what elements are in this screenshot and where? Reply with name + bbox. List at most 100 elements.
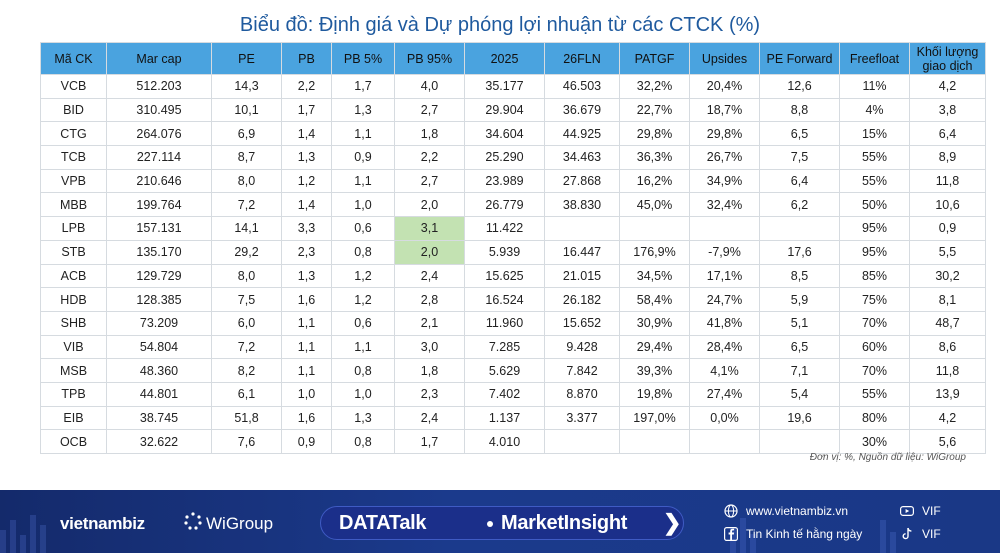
table-cell: 0,8 (331, 239, 395, 265)
table-cell: 1,3 (281, 263, 332, 289)
ticker-cell: CTG (40, 121, 107, 147)
table-cell: 14,1 (211, 216, 282, 241)
table-cell: 1,2 (331, 263, 395, 289)
table-cell: 135.170 (106, 239, 212, 265)
table-cell: 17,6 (759, 239, 840, 265)
table-cell: 128.385 (106, 287, 212, 312)
table-cell: 8,0 (211, 168, 282, 194)
table-cell: 2,3 (394, 381, 465, 407)
table-cell: 3,0 (394, 334, 465, 360)
table-cell: 6,9 (211, 121, 282, 147)
table-cell: 1,6 (281, 287, 332, 312)
table-cell: 18,7% (689, 97, 760, 123)
globe-icon (724, 504, 738, 518)
table-cell: 45,0% (619, 192, 690, 218)
ticker-cell: EIB (40, 405, 107, 431)
column-header: PB (281, 42, 332, 75)
table-cell: 8,2 (211, 358, 282, 383)
table-cell (619, 216, 690, 241)
table-cell: 11.960 (464, 310, 545, 336)
table-cell: 4,0 (394, 74, 465, 99)
table-row: MSB 48.360 8,2 1,1 0,8 1,8 5.629 7.842 39,3% 4,1%… (40, 358, 986, 383)
table-cell: 36.679 (544, 97, 620, 123)
ticker-cell: VCB (40, 74, 107, 99)
table-cell: 80% (839, 405, 910, 431)
table-cell: 176,9% (619, 239, 690, 265)
wigroup-logo-icon (184, 512, 202, 530)
table-cell: 2,0 (394, 239, 465, 265)
table-cell: 36,3% (619, 145, 690, 170)
table-cell: 20,4% (689, 74, 760, 99)
table-cell: 7.285 (464, 334, 545, 360)
table-cell: 1,4 (281, 192, 332, 218)
table-row: OCB 32.622 7,6 0,9 0,8 1,7 4.010 30% 5,6 (40, 429, 986, 454)
table-cell: 1,3 (331, 405, 395, 431)
table-row: VCB 512.203 14,3 2,2 1,7 4,0 35.177 46.503 32,2%… (40, 74, 986, 99)
table-cell: 48,7 (909, 310, 986, 336)
ticker-cell: MBB (40, 192, 107, 218)
ticker-cell: VPB (40, 168, 107, 194)
table-cell: 1,7 (394, 429, 465, 454)
table-cell: 2,3 (281, 239, 332, 265)
ticker-cell: VIB (40, 334, 107, 360)
youtube-link[interactable]: VIF (922, 504, 941, 518)
table-cell: 44.925 (544, 121, 620, 147)
facebook-link[interactable]: Tin Kinh tế hằng ngày (746, 527, 863, 541)
table-cell: 35.177 (464, 74, 545, 99)
table-cell: 7,2 (211, 334, 282, 360)
table-cell: 3,3 (281, 216, 332, 241)
table-cell: 5.939 (464, 239, 545, 265)
column-header: 26FLN (544, 42, 620, 75)
table-cell: 1,1 (281, 358, 332, 383)
table-cell: 1,6 (281, 405, 332, 431)
tiktok-link[interactable]: VIF (922, 527, 941, 541)
table-cell: 1,8 (394, 358, 465, 383)
column-header: Upsides (689, 42, 760, 75)
table-cell: 1.137 (464, 405, 545, 431)
table-cell: -7,9% (689, 239, 760, 265)
table-cell: 21.015 (544, 263, 620, 289)
datatalk-label: DATATalk (339, 512, 427, 534)
table-row: CTG 264.076 6,9 1,4 1,1 1,8 34.604 44.925 29,8% 2… (40, 121, 986, 147)
table-cell: 6,4 (759, 168, 840, 194)
table-row: VIB 54.804 7,2 1,1 1,1 3,0 7.285 9.428 29,4% 28,4… (40, 334, 986, 360)
table-cell: 4,1% (689, 358, 760, 383)
table-header-row: Mã CK Mar cap PE PB PB 5% PB 95% 2025 26FLN PATG… (40, 42, 986, 75)
table-cell: 85% (839, 263, 910, 289)
table-cell: 7,1 (759, 358, 840, 383)
table-cell: 11,8 (909, 358, 986, 383)
table-cell: 6,4 (909, 121, 986, 147)
table-cell: 95% (839, 216, 910, 241)
table-cell: 29,8% (619, 121, 690, 147)
table-cell: 11,8 (909, 168, 986, 194)
table-row: HDB 128.385 7,5 1,6 1,2 2,8 16.524 26.182 58,4% 2… (40, 287, 986, 312)
table-cell: 2,7 (394, 168, 465, 194)
ticker-cell: MSB (40, 358, 107, 383)
table-cell: 41,8% (689, 310, 760, 336)
table-cell: 512.203 (106, 74, 212, 99)
website-link[interactable]: www.vietnambiz.vn (746, 504, 849, 518)
table-cell: 12,6 (759, 74, 840, 99)
table-cell: 3,8 (909, 97, 986, 123)
table-cell: 0,8 (331, 358, 395, 383)
table-cell: 15.625 (464, 263, 545, 289)
table-row: BID 310.495 10,1 1,7 1,3 2,7 29.904 36.679 22,7%… (40, 97, 986, 123)
table-cell: 11.422 (464, 216, 545, 241)
table-cell: 29,4% (619, 334, 690, 360)
table-cell: 1,3 (331, 97, 395, 123)
valuation-table: Mã CK Mar cap PE PB PB 5% PB 95% 2025 26FLN PATG… (40, 42, 986, 454)
table-cell: 16,2% (619, 168, 690, 194)
column-header: Mar cap (106, 42, 212, 75)
table-cell: 7,6 (211, 429, 282, 454)
table-cell: 30,9% (619, 310, 690, 336)
ticker-cell: SHB (40, 310, 107, 336)
table-cell: 44.801 (106, 381, 212, 407)
table-cell: 1,0 (331, 381, 395, 407)
table-cell: 2,0 (394, 192, 465, 218)
table-cell (689, 429, 760, 454)
table-cell: 197,0% (619, 405, 690, 431)
table-cell: 22,7% (619, 97, 690, 123)
table-cell: 6,5 (759, 121, 840, 147)
table-cell: 32,4% (689, 192, 760, 218)
table-cell: 34.604 (464, 121, 545, 147)
